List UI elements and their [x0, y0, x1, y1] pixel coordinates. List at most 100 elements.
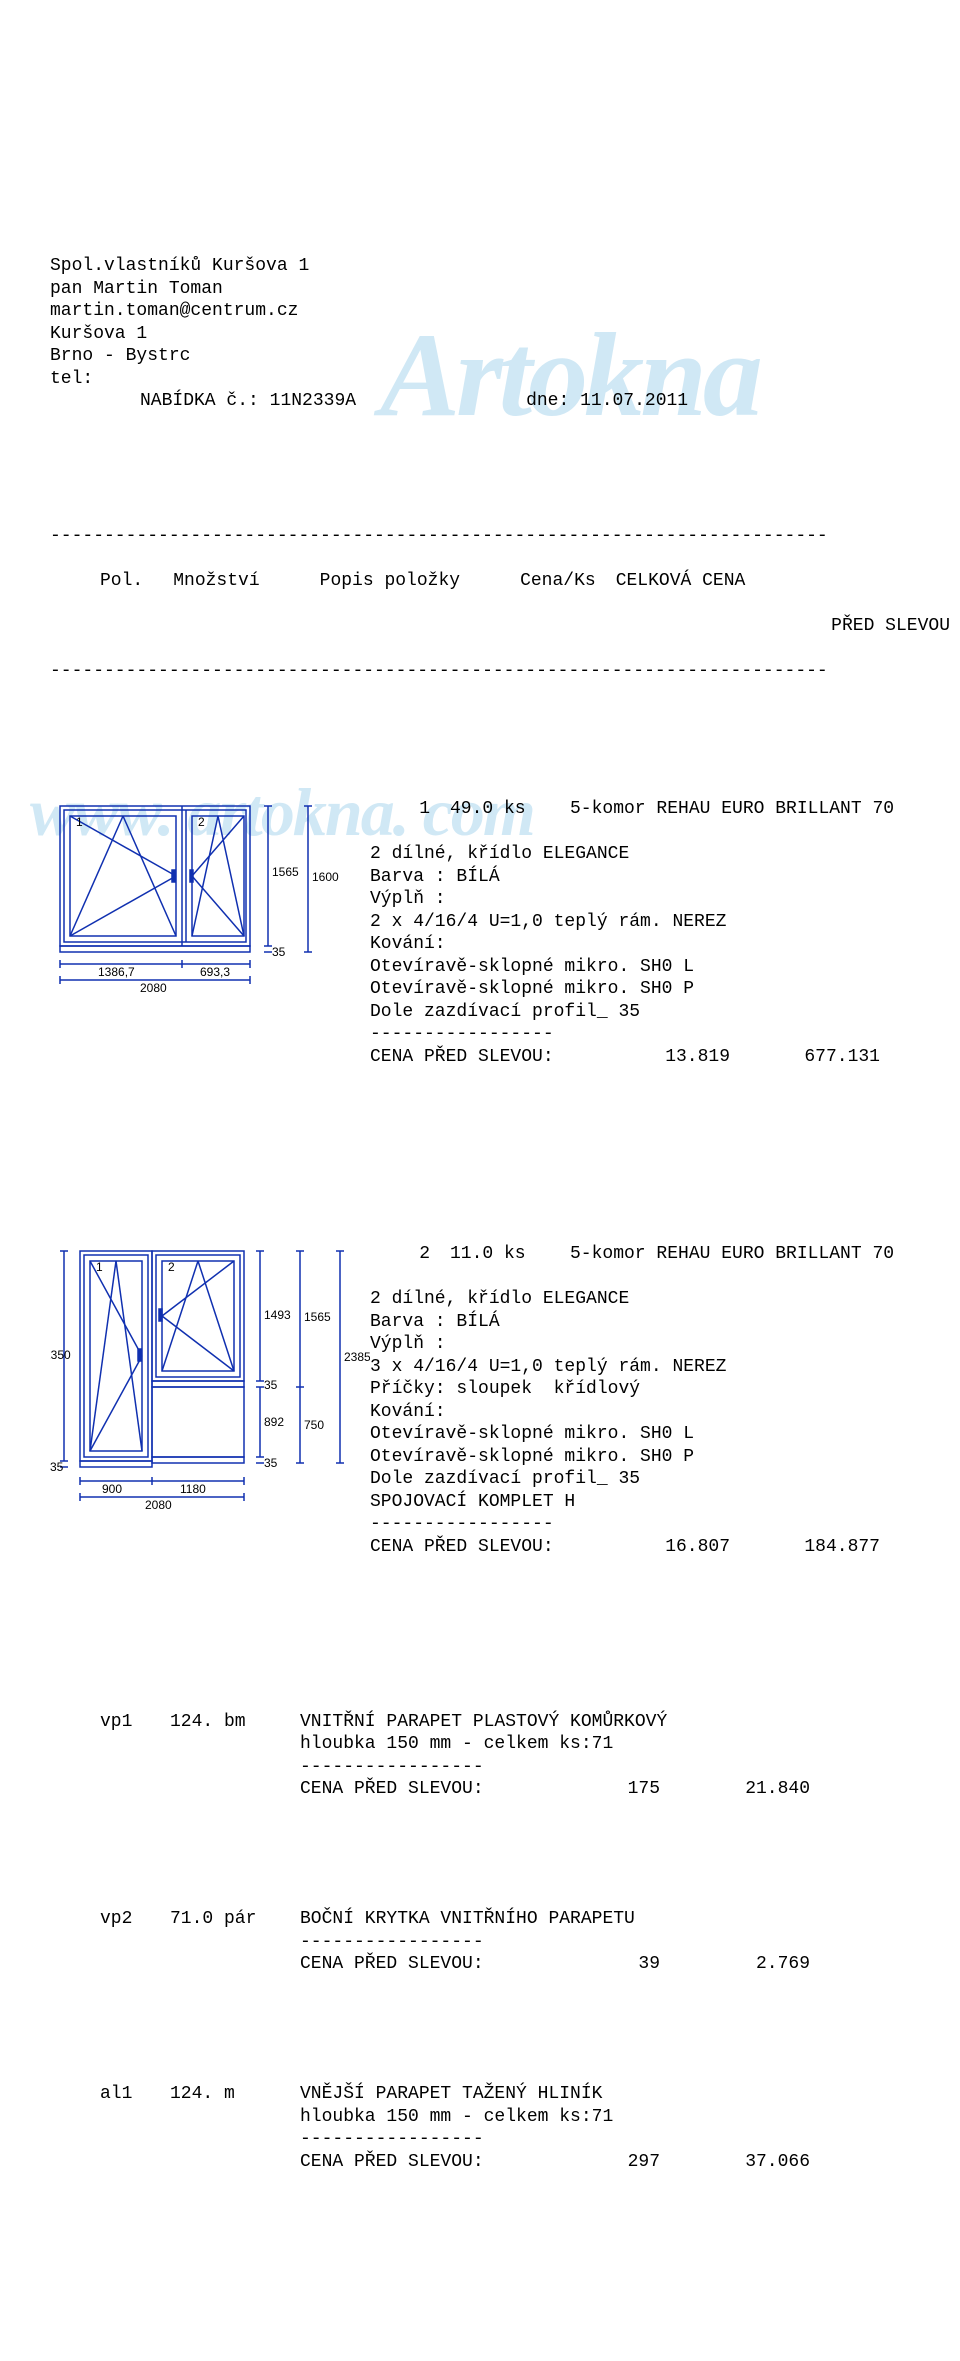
i2-l5: Příčky: sloupek křídlový: [370, 1379, 640, 1399]
i2-pol: 2: [370, 1243, 450, 1266]
separator-top: ----------------------------------------…: [50, 525, 960, 548]
vp1-price-total: 21.840: [660, 1778, 810, 1801]
i2-l7: Otevíravě-sklopné mikro. SH0 L: [370, 1424, 694, 1444]
ch-total2: PŘED SLEVOU: [50, 615, 960, 638]
vp1-code: vp1: [50, 1711, 170, 1801]
i2-qty: 11.0 ks: [450, 1243, 570, 1266]
header-block: Spol.vlastníků Kuršova 1 pan Martin Toma…: [50, 233, 960, 436]
i1-pol: 1: [370, 798, 450, 821]
svg-text:693,3: 693,3: [200, 965, 230, 979]
svg-text:900: 900: [102, 1482, 122, 1496]
line-item-vp2: vp271.0 párBOČNÍ KRYTKA VNITŘNÍHO PARAPE…: [50, 1908, 960, 1976]
vp1-qty: 124. bm: [170, 1711, 300, 1801]
vp2-l0: BOČNÍ KRYTKA VNITŘNÍHO PARAPETU: [300, 1909, 635, 1929]
i1-price-unit: 13.819: [590, 1046, 730, 1069]
i2-price-unit: 16.807: [590, 1536, 730, 1559]
svg-text:2: 2: [168, 1260, 175, 1274]
vp1-l1: hloubka 150 mm - celkem ks:71: [300, 1734, 613, 1754]
column-header: Pol. Množství Popis položky Cena/Ks CELKOVÁ …: [50, 570, 960, 593]
hdr-line3: martin.toman@centrum.cz: [50, 301, 298, 321]
svg-text:1180: 1180: [180, 1482, 206, 1496]
ch-qty: Množství: [173, 570, 259, 593]
ch-price: Cena/Ks: [520, 570, 596, 593]
svg-text:892: 892: [264, 1415, 284, 1429]
svg-text:35: 35: [264, 1378, 278, 1392]
hdr-line5: Brno - Bystrc: [50, 346, 190, 366]
ch-pol: Pol.: [100, 570, 143, 593]
svg-text:750: 750: [304, 1418, 324, 1432]
offer-label: NABÍDKA č.:: [140, 390, 259, 413]
hdr-line6: tel:: [50, 369, 93, 389]
i2-l4: 3 x 4/16/4 U=1,0 teplý rám. NEREZ: [370, 1357, 726, 1377]
i1-l7: Otevíravě-sklopné mikro. SH0 P: [370, 979, 694, 999]
hdr-line1: Spol.vlastníků Kuršova 1: [50, 256, 309, 276]
i1-l1: 2 dílné, křídlo ELEGANCE: [370, 844, 629, 864]
svg-text:35: 35: [50, 1460, 64, 1474]
i1-price-label: CENA PŘED SLEVOU:: [370, 1046, 590, 1069]
i1-qty: 49.0 ks: [450, 798, 570, 821]
vp1-l0: VNITŘNÍ PARAPET PLASTOVÝ KOMŮRKOVÝ: [300, 1712, 667, 1732]
al1-sep: -----------------: [300, 2129, 484, 2149]
diagram-2: 1 2 2350 35 900 1180 2080 1493 35 892 35…: [50, 1221, 370, 1511]
vp1-price-label: CENA PŘED SLEVOU:: [300, 1778, 520, 1801]
i2-l10: SPOJOVACÍ KOMPLET H: [370, 1492, 575, 1512]
svg-text:1: 1: [76, 815, 83, 829]
svg-text:1493: 1493: [264, 1308, 291, 1322]
i2-l9: Dole zazdívací profil_ 35: [370, 1469, 640, 1489]
svg-text:1565: 1565: [272, 865, 299, 879]
ch-desc: Popis položky: [320, 570, 460, 593]
svg-text:1565: 1565: [304, 1310, 331, 1324]
vp2-sep: -----------------: [300, 1932, 484, 1952]
i2-l1: 2 dílné, křídlo ELEGANCE: [370, 1289, 629, 1309]
svg-text:1600: 1600: [312, 870, 339, 884]
i1-l2: Barva : BÍLÁ: [370, 867, 500, 887]
i2-l8: Otevíravě-sklopné mikro. SH0 P: [370, 1447, 694, 1467]
line-item-2: 1 2 2350 35 900 1180 2080 1493 35 892 35…: [50, 1221, 960, 1604]
vp2-qty: 71.0 pár: [170, 1908, 300, 1976]
i1-l4: 2 x 4/16/4 U=1,0 teplý rám. NEREZ: [370, 912, 726, 932]
al1-price-label: CENA PŘED SLEVOU:: [300, 2151, 520, 2174]
line-item-1: 1 2 1386,7 693,3 2080 1565 35 1600 149.0…: [50, 776, 960, 1114]
svg-text:2080: 2080: [140, 981, 167, 995]
date-value: 11.07.2011: [580, 390, 688, 413]
i1-l8: Dole zazdívací profil_ 35: [370, 1002, 640, 1022]
vp1-sep: -----------------: [300, 1757, 484, 1777]
svg-text:2: 2: [198, 815, 205, 829]
svg-text:35: 35: [264, 1456, 278, 1470]
al1-l0: VNĚJŠÍ PARAPET TAŽENÝ HLINÍK: [300, 2084, 602, 2104]
al1-price-total: 37.066: [660, 2151, 810, 2174]
offer-number: 11N2339A: [270, 390, 356, 413]
al1-price-unit: 297: [520, 2151, 660, 2174]
i1-price-total: 677.131: [730, 1046, 880, 1069]
separator-bot: ----------------------------------------…: [50, 660, 960, 683]
hdr-line4: Kuršova 1: [50, 324, 147, 344]
line-item-vp1: vp1124. bmVNITŘNÍ PARAPET PLASTOVÝ KOMŮR…: [50, 1711, 960, 1801]
i2-l3: Výplň :: [370, 1334, 446, 1354]
i2-l2: Barva : BÍLÁ: [370, 1312, 500, 1332]
vp2-code: vp2: [50, 1908, 170, 1976]
svg-text:2350: 2350: [50, 1348, 71, 1362]
i2-l0: 5-komor REHAU EURO BRILLANT 70: [570, 1243, 894, 1266]
i2-l6: Kování:: [370, 1402, 446, 1422]
svg-text:2385: 2385: [344, 1350, 370, 1364]
svg-text:1386,7: 1386,7: [98, 965, 135, 979]
hdr-line2: pan Martin Toman: [50, 279, 223, 299]
ch-total1: CELKOVÁ CENA: [616, 570, 746, 593]
i2-price-total: 184.877: [730, 1536, 880, 1559]
i2-sep: -----------------: [370, 1514, 554, 1534]
date-label: dne:: [526, 390, 569, 413]
i1-l6: Otevíravě-sklopné mikro. SH0 L: [370, 957, 694, 977]
vp2-price-label: CENA PŘED SLEVOU:: [300, 1953, 520, 1976]
line-item-al1: al1124. mVNĚJŠÍ PARAPET TAŽENÝ HLINÍK hl…: [50, 2083, 960, 2173]
vp2-price-unit: 39: [520, 1953, 660, 1976]
vp1-price-unit: 175: [520, 1778, 660, 1801]
svg-text:1: 1: [96, 1260, 103, 1274]
i2-price-label: CENA PŘED SLEVOU:: [370, 1536, 590, 1559]
i1-l5: Kování:: [370, 934, 446, 954]
svg-text:35: 35: [272, 945, 286, 959]
svg-text:2080: 2080: [145, 1498, 172, 1511]
al1-qty: 124. m: [170, 2083, 300, 2173]
vp2-price-total: 2.769: [660, 1953, 810, 1976]
diagram-1: 1 2 1386,7 693,3 2080 1565 35 1600: [50, 776, 370, 996]
i1-l0: 5-komor REHAU EURO BRILLANT 70: [570, 798, 894, 821]
